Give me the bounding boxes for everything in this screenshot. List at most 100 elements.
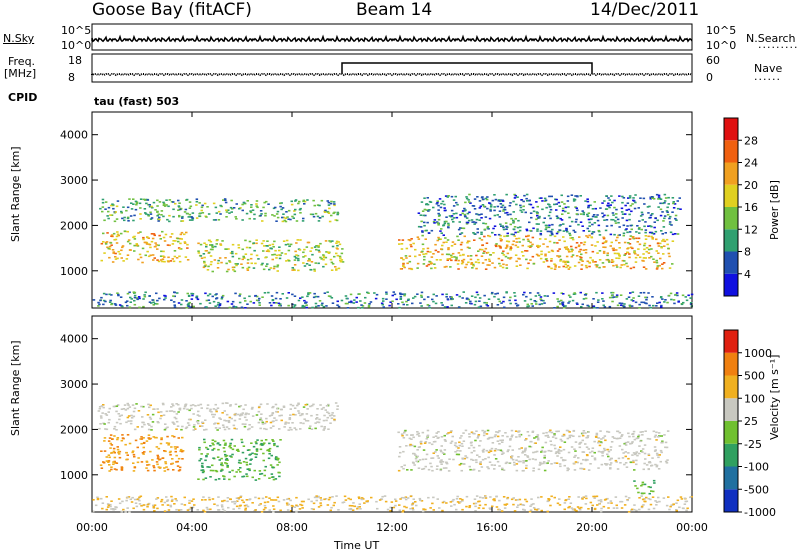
velocity-data-cell — [216, 407, 220, 409]
power-data-cell — [565, 255, 569, 258]
power-data-cell — [661, 267, 664, 270]
power-data-cell — [266, 240, 269, 242]
power-data-cell — [171, 258, 174, 260]
power-data-cell — [335, 268, 338, 270]
velocity-data-cell — [274, 499, 278, 501]
velocity-data-cell — [271, 406, 274, 409]
velocity-data-cell — [470, 458, 473, 461]
velocity-data-cell — [585, 436, 588, 439]
power-data-cell — [166, 244, 170, 246]
velocity-data-cell — [496, 435, 500, 438]
velocity-data-cell — [442, 500, 446, 503]
velocity-data-cell — [526, 455, 529, 457]
power-data-cell — [663, 202, 666, 204]
velocity-data-cell — [229, 442, 232, 445]
velocity-data-cell — [365, 500, 368, 503]
power-data-cell — [544, 199, 548, 202]
velocity-data-cell — [522, 508, 525, 511]
power-colorbar-segment — [724, 184, 738, 207]
velocity-data-cell — [251, 476, 254, 479]
velocity-data-cell — [211, 449, 214, 451]
velocity-data-cell — [570, 434, 573, 437]
velocity-data-cell — [476, 437, 480, 439]
power-data-cell — [513, 193, 516, 196]
velocity-data-cell — [566, 469, 569, 472]
power-data-cell — [134, 208, 138, 211]
power-data-cell — [484, 268, 488, 270]
power-data-cell — [141, 247, 145, 250]
velocity-data-cell — [564, 499, 567, 502]
velocity-data-cell — [612, 507, 616, 509]
velocity-data-cell — [250, 458, 253, 460]
power-data-cell — [219, 204, 222, 207]
velocity-data-cell — [505, 503, 509, 505]
velocity-data-cell — [121, 437, 125, 439]
power-data-cell — [275, 302, 278, 304]
velocity-data-cell — [481, 449, 485, 452]
velocity-data-cell — [196, 509, 199, 511]
velocity-data-cell — [540, 496, 543, 498]
power-data-cell — [554, 264, 557, 267]
power-data-cell — [580, 264, 584, 266]
velocity-data-cell — [175, 428, 178, 430]
power-data-cell — [265, 245, 268, 247]
velocity-data-cell — [425, 453, 429, 456]
power-data-cell — [172, 201, 175, 203]
velocity-data-cell — [557, 430, 560, 433]
power-data-cell — [471, 221, 474, 223]
power-data-cell — [564, 263, 567, 266]
velocity-data-cell — [160, 438, 163, 441]
velocity-data-cell — [192, 426, 196, 428]
power-data-cell — [626, 202, 630, 204]
power-data-cell — [143, 241, 147, 244]
power-data-cell — [215, 212, 218, 214]
power-data-cell — [236, 263, 239, 265]
velocity-data-cell — [406, 469, 409, 471]
power-data-cell — [604, 246, 607, 249]
velocity-data-cell — [609, 500, 613, 502]
power-data-cell — [594, 207, 597, 210]
power-data-cell — [470, 262, 474, 264]
power-data-cell — [126, 216, 130, 219]
velocity-data-cell — [259, 443, 263, 446]
velocity-data-cell — [596, 504, 599, 506]
power-data-cell — [504, 247, 508, 249]
power-data-cell — [329, 295, 332, 298]
velocity-data-cell — [542, 432, 545, 435]
velocity-data-cell — [634, 485, 637, 487]
velocity-data-cell — [237, 497, 240, 499]
power-data-cell — [425, 203, 428, 205]
velocity-data-cell — [209, 445, 212, 447]
power-data-cell — [460, 262, 464, 265]
velocity-data-cell — [330, 506, 333, 509]
velocity-data-cell — [114, 462, 117, 464]
power-data-cell — [502, 226, 505, 229]
velocity-data-cell — [96, 497, 100, 500]
velocity-data-cell — [435, 432, 438, 434]
velocity-data-cell — [237, 469, 240, 471]
power-data-cell — [462, 227, 466, 230]
velocity-data-cell — [105, 460, 109, 462]
power-data-cell — [635, 231, 638, 233]
power-data-cell — [195, 295, 199, 298]
velocity-data-cell — [272, 510, 275, 513]
power-data-cell — [391, 294, 394, 297]
power-data-cell — [321, 302, 324, 305]
power-data-cell — [689, 303, 693, 305]
power-data-cell — [218, 257, 222, 259]
power-data-cell — [155, 244, 158, 246]
velocity-data-cell — [476, 454, 479, 456]
power-data-cell — [299, 297, 302, 299]
velocity-data-cell — [640, 450, 643, 452]
velocity-data-cell — [243, 425, 247, 428]
velocity-data-cell — [115, 405, 119, 407]
power-data-cell — [527, 234, 530, 237]
power-data-cell — [422, 214, 425, 217]
power-data-cell — [668, 217, 671, 220]
velocity-data-cell — [119, 422, 122, 425]
power-data-cell — [234, 292, 237, 295]
power-data-cell — [525, 197, 528, 200]
power-data-cell — [526, 303, 529, 306]
power-data-cell — [271, 299, 275, 302]
velocity-data-cell — [316, 421, 319, 423]
